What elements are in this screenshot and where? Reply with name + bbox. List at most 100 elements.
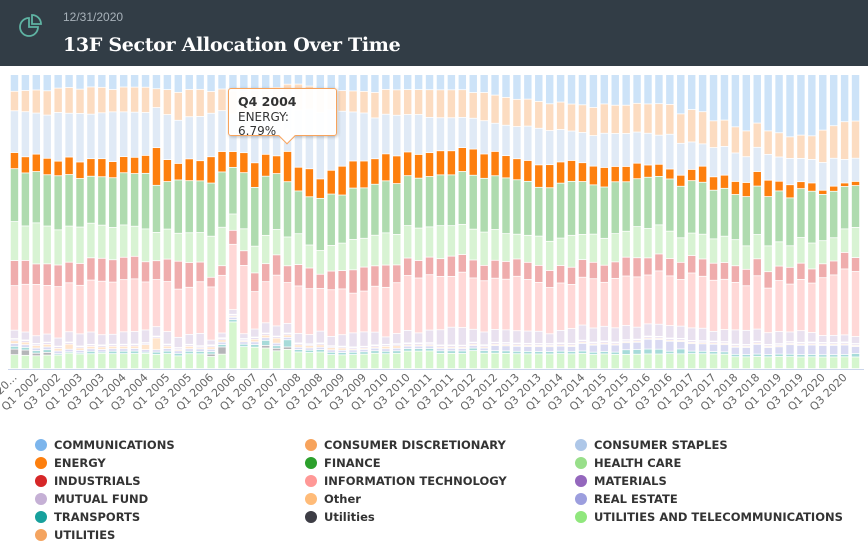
bar-segment-other[interactable] [109, 346, 117, 349]
bar-segment-energy[interactable] [578, 163, 587, 182]
bar-segment-health-care[interactable] [141, 229, 150, 262]
bar-segment-communications[interactable] [21, 75, 30, 91]
bar-segment-mutual-fund[interactable] [524, 331, 532, 343]
bar-segment-consumer-discretionary[interactable] [371, 92, 379, 118]
bar-segment-consumer-discretionary[interactable] [829, 126, 838, 158]
legend-item-health-care[interactable]: HEALTH CARE [575, 454, 681, 472]
bar-segment-information-technology[interactable] [436, 276, 445, 330]
bar-segment-mutual-fund[interactable] [709, 331, 718, 341]
bar-segment-consumer-discretionary[interactable] [655, 104, 663, 135]
bar-segment-mutual-fund[interactable] [185, 334, 193, 344]
bar-segment-information-technology[interactable] [294, 286, 303, 334]
bar-segment-transports[interactable] [349, 352, 357, 355]
bar-segment-transports[interactable] [556, 351, 565, 354]
bar-segment-energy[interactable] [371, 159, 379, 184]
bar-segment-finance[interactable] [666, 179, 674, 231]
bar-segment-information-technology[interactable] [709, 280, 718, 331]
bar-segment-energy[interactable] [338, 166, 346, 195]
bar-segment-mutual-fund[interactable] [141, 330, 150, 343]
bar-segment-mutual-fund[interactable] [808, 332, 816, 342]
bar-segment-communications[interactable] [393, 75, 401, 90]
bar-segment-transports[interactable] [687, 351, 696, 354]
bar-segment-finance[interactable] [43, 175, 51, 226]
bar-segment-finance[interactable] [611, 182, 619, 234]
bar-segment-mutual-fund[interactable] [65, 332, 73, 342]
bar-segment-utilities-and-telecommunications[interactable] [119, 354, 128, 369]
bar-segment-utilities-and-telecommunications[interactable] [731, 357, 740, 369]
bar-segment-finance[interactable] [677, 186, 685, 238]
bar-segment-health-care[interactable] [305, 245, 314, 268]
bar-segment-industrials[interactable] [567, 267, 576, 285]
bar-segment-finance[interactable] [764, 197, 772, 246]
bar-segment-utilities-and-telecommunications[interactable] [21, 355, 30, 369]
bar-segment-health-care[interactable] [578, 234, 587, 260]
bar-segment-energy[interactable] [109, 161, 117, 178]
bar-segment-health-care[interactable] [545, 241, 554, 271]
bar-segment-transports[interactable] [109, 351, 117, 354]
bar-segment-information-technology[interactable] [687, 273, 696, 328]
bar-segment-finance[interactable] [797, 189, 805, 238]
bar-segment-industrials[interactable] [196, 262, 204, 282]
bar-segment-consumer-discretionary[interactable] [32, 90, 41, 113]
bar-segment-mutual-fund[interactable] [840, 335, 849, 342]
bar-segment-health-care[interactable] [556, 238, 565, 266]
bar-segment-health-care[interactable] [819, 241, 827, 264]
bar-segment-transports[interactable] [283, 340, 292, 347]
bar-segment-communications[interactable] [10, 75, 19, 91]
bar-segment-industrials[interactable] [76, 263, 84, 285]
bar-segment-mutual-fund[interactable] [414, 333, 423, 343]
bar-segment-utilities-and-telecommunications[interactable] [218, 354, 226, 369]
bar-segment-communications[interactable] [491, 75, 499, 95]
bar-segment-health-care[interactable] [753, 234, 761, 259]
legend-item-finance[interactable]: FINANCE [305, 454, 381, 472]
bar-segment-energy[interactable] [141, 155, 150, 173]
bar-segment-energy[interactable] [513, 159, 521, 180]
bar-segment-energy[interactable] [163, 160, 172, 182]
bar-segment-consumer-staples[interactable] [76, 113, 84, 162]
bar-segment-real-estate[interactable] [196, 349, 204, 351]
bar-segment-consumer-discretionary[interactable] [425, 90, 434, 117]
bar-segment-industrials[interactable] [32, 264, 41, 285]
bar-segment-consumer-staples[interactable] [305, 109, 314, 169]
bar-segment-health-care[interactable] [382, 233, 390, 265]
bar-segment-other[interactable] [152, 338, 161, 350]
bar-segment-real-estate[interactable] [666, 341, 674, 351]
bar-segment-consumer-staples[interactable] [666, 134, 674, 169]
bar-segment-finance[interactable] [633, 179, 641, 227]
bar-segment-real-estate[interactable] [655, 339, 663, 349]
bar-segment-communications[interactable] [567, 75, 576, 104]
bar-segment-other[interactable] [76, 348, 84, 350]
bar-segment-information-technology[interactable] [283, 283, 292, 324]
bar-segment-communications[interactable] [294, 75, 303, 84]
bar-segment-health-care[interactable] [414, 228, 423, 261]
bar-segment-communications[interactable] [272, 75, 281, 87]
bar-segment-health-care[interactable] [349, 239, 357, 270]
bar-segment-industrials[interactable] [545, 270, 554, 288]
bar-segment-consumer-discretionary[interactable] [65, 87, 73, 113]
bar-segment-health-care[interactable] [731, 240, 740, 266]
bar-segment-energy[interactable] [447, 151, 456, 175]
bar-segment-industrials[interactable] [764, 272, 772, 288]
bar-segment-finance[interactable] [775, 191, 783, 242]
bar-segment-industrials[interactable] [403, 258, 412, 276]
bar-segment-finance[interactable] [567, 181, 576, 235]
bar-segment-utilities-and-telecommunications[interactable] [109, 354, 117, 369]
bar-segment-consumer-discretionary[interactable] [709, 121, 718, 148]
bar-segment-consumer-staples[interactable] [480, 121, 488, 154]
bar-segment-utilities-and-telecommunications[interactable] [687, 354, 696, 369]
bar-segment-mutual-fund[interactable] [174, 337, 183, 348]
bar-segment-finance[interactable] [655, 176, 663, 225]
bar-segment-consumer-staples[interactable] [403, 114, 412, 152]
bar-segment-real-estate[interactable] [731, 347, 740, 354]
bar-segment-industrials[interactable] [655, 254, 663, 271]
bar-segment-energy[interactable] [98, 159, 106, 177]
bar-segment-other[interactable] [251, 339, 259, 342]
bar-segment-energy[interactable] [644, 165, 652, 177]
bar-segment-consumer-discretionary[interactable] [775, 133, 783, 157]
bar-segment-transports[interactable] [163, 351, 172, 354]
bar-segment-consumer-staples[interactable] [436, 118, 445, 151]
bar-segment-information-technology[interactable] [819, 278, 827, 336]
bar-segment-information-technology[interactable] [535, 282, 543, 331]
bar-segment-mutual-fund[interactable] [677, 326, 685, 339]
bar-segment-communications[interactable] [666, 75, 674, 105]
